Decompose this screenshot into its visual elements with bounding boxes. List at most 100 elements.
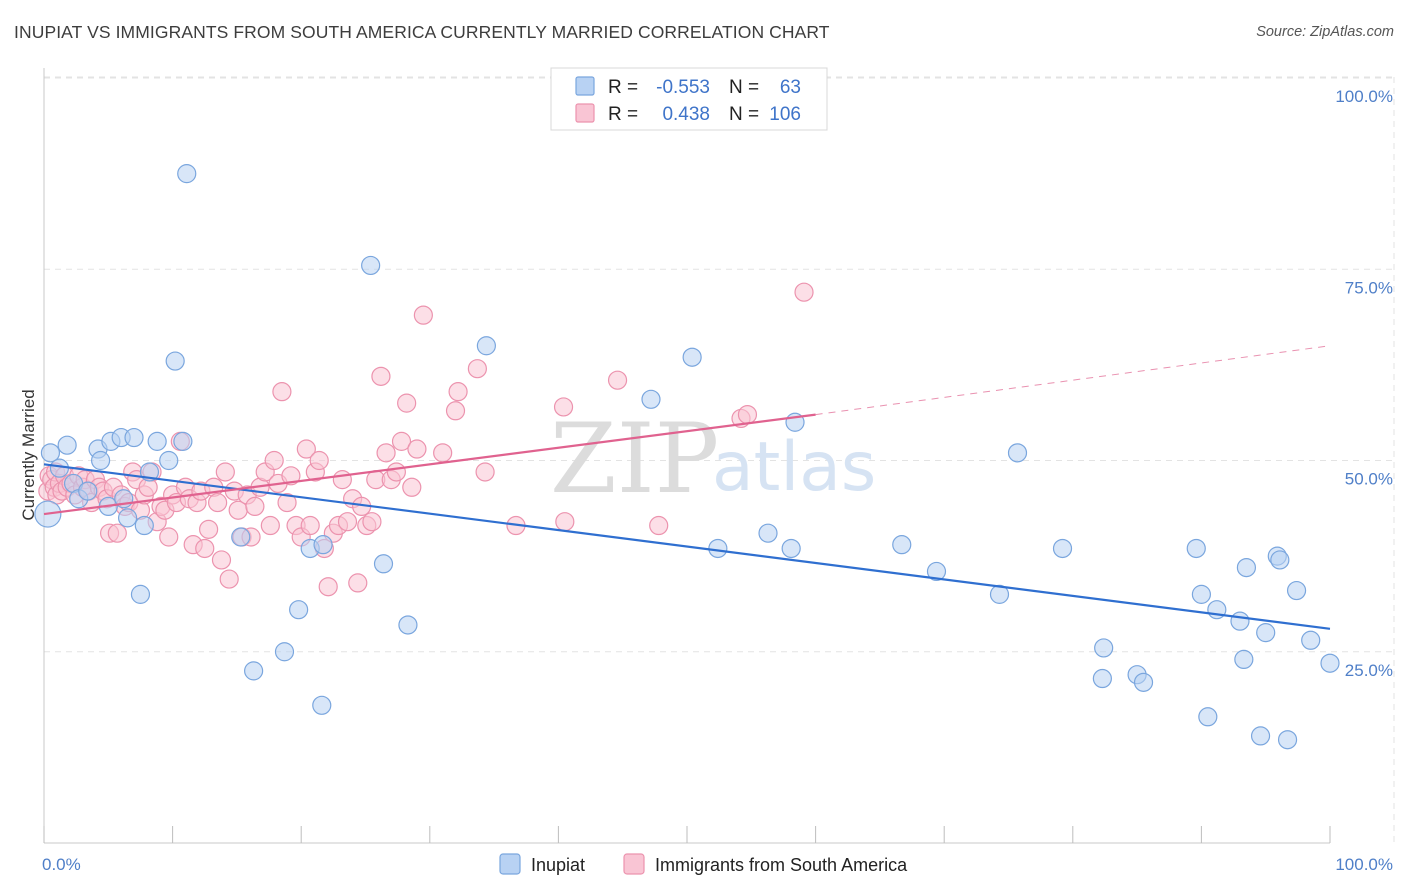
inupiat-point-16 [134, 515, 154, 536]
inupiat-point-13 [117, 508, 138, 528]
immigrants-point-96 [467, 359, 487, 379]
inupiat-point-44 [1052, 538, 1073, 559]
inupiat-point-42 [989, 584, 1010, 604]
immigrants-point-45 [195, 538, 215, 559]
watermark: ZIP atlas [550, 403, 876, 515]
inupiat-point-31 [373, 554, 394, 574]
immigrants-point-105 [794, 282, 814, 302]
x-tick-label-1: 100.0% [1335, 855, 1393, 874]
trend-line-inupiat [43, 463, 1331, 630]
inupiat-point-45 [1092, 668, 1112, 689]
inupiat-point-28 [312, 695, 332, 715]
immigrants-point-101 [607, 370, 628, 390]
x-tick-label-0: 0.0% [42, 855, 81, 874]
inupiat-point-50 [1191, 584, 1212, 604]
inupiat-point-57 [1256, 623, 1276, 643]
inupiat-point-18 [147, 431, 167, 451]
immigrants-point-50 [215, 462, 235, 482]
immigrants-point-95 [448, 382, 468, 402]
trend-lines [43, 345, 1331, 630]
immigrants-point-68 [296, 439, 316, 459]
series-legend-swatch-inupiat [499, 853, 521, 875]
immigrants-point-48 [208, 492, 228, 513]
inupiat-point-61 [1286, 580, 1307, 601]
inupiat-point-36 [708, 538, 728, 559]
inupiat-point-62 [1301, 630, 1321, 650]
inupiat-point-54 [1234, 649, 1254, 670]
inupiat-point-25 [274, 642, 295, 662]
immigrants-point-104 [737, 405, 758, 425]
inupiat-point-55 [1236, 557, 1257, 578]
series-legend-label-immigrants: Immigrants from South America [655, 855, 908, 875]
immigrants-point-91 [407, 439, 427, 459]
inupiat-point-40 [892, 535, 912, 555]
immigrants-point-79 [348, 573, 368, 593]
inupiat-point-53 [1230, 611, 1250, 631]
immigrants-point-60 [260, 515, 280, 536]
inupiat-point-46 [1094, 638, 1114, 658]
inupiat-point-24 [244, 661, 264, 681]
immigrants-point-92 [413, 305, 433, 325]
immigrants-point-87 [386, 462, 406, 482]
inupiat-point-8 [90, 450, 111, 471]
inupiat-point-21 [173, 431, 193, 451]
legend-swatch-immigrants [575, 103, 595, 123]
immigrants-point-71 [309, 450, 329, 471]
immigrants-point-69 [300, 515, 320, 536]
immigrants-point-51 [219, 569, 239, 589]
immigrants-point-84 [371, 366, 391, 386]
inupiat-point-20 [165, 351, 185, 371]
immigrants-point-85 [376, 443, 396, 463]
trend-line-immigrants [43, 413, 816, 516]
watermark-atlas: atlas [712, 428, 876, 507]
legend-r-label-1: R = [608, 77, 638, 98]
immigrants-point-102 [649, 515, 669, 536]
immigrants-point-63 [272, 382, 292, 402]
inupiat-point-23 [231, 527, 251, 547]
immigrants-point-90 [402, 477, 422, 497]
y-tick-label-3: 100.0% [1335, 87, 1393, 106]
inupiat-point-51 [1198, 707, 1218, 727]
stats-legend: R = -0.553 N = 63 R = 0.438 N = 106 [550, 67, 828, 131]
chart-source: Source: ZipAtlas.com [1256, 24, 1394, 40]
immigrants-point-99 [553, 397, 574, 417]
immigrants-point-61 [264, 450, 284, 471]
inupiat-point-48 [1133, 672, 1154, 692]
legend-r-value-1: -0.553 [656, 77, 710, 98]
inupiat-point-49 [1186, 538, 1206, 559]
immigrants-point-100 [555, 512, 575, 532]
inupiat-point-26 [289, 600, 309, 620]
stats-legend-box [550, 67, 828, 131]
y-axis-label: Currently Married [19, 389, 38, 520]
inupiat-point-1 [40, 443, 61, 463]
legend-swatch-inupiat [575, 76, 595, 96]
immigrants-point-76 [332, 470, 352, 490]
immigrants-point-77 [337, 512, 358, 532]
inupiat-point-29 [313, 535, 333, 555]
legend-n-label-1: N = [729, 77, 759, 98]
inupiat-point-30 [361, 255, 381, 276]
chart-title: INUPIAT VS IMMIGRANTS FROM SOUTH AMERICA… [14, 22, 830, 42]
immigrants-point-89 [397, 393, 417, 413]
inupiat-point-22 [177, 164, 197, 184]
inupiat-point-37 [758, 523, 778, 543]
inupiat-point-14 [124, 427, 144, 448]
immigrants-point-36 [159, 527, 179, 547]
series-legend-label-inupiat: Inupiat [531, 855, 585, 875]
y-tick-label-1: 50.0% [1345, 470, 1393, 489]
inupiat-point-60 [1277, 730, 1298, 750]
immigrants-point-23 [107, 523, 127, 543]
immigrants-point-73 [318, 577, 338, 597]
inupiat-point-15 [130, 584, 151, 604]
inupiat-point-19 [159, 450, 179, 471]
tick-labels: 25.0% 50.0% 75.0% 100.0% 0.0% 100.0% [42, 87, 1393, 874]
immigrants-point-49 [211, 550, 232, 570]
watermark-zip: ZIP [550, 403, 719, 515]
inupiat-point-59 [1270, 550, 1290, 570]
immigrants-point-46 [199, 519, 219, 539]
inupiat-point-3 [57, 435, 77, 455]
immigrants-point-57 [245, 496, 265, 516]
legend-n-value-2: 106 [769, 104, 801, 125]
inupiat-point-56 [1250, 726, 1271, 746]
